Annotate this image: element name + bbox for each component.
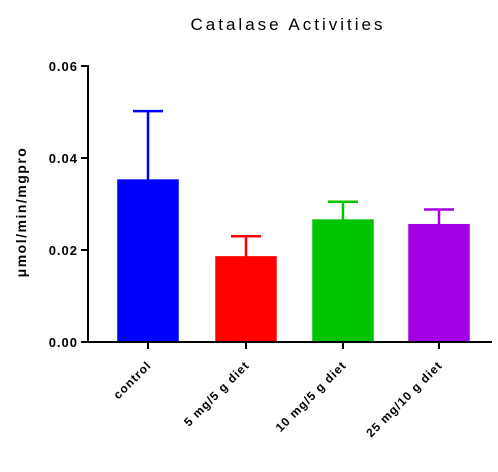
y-axis-label: μmol/min/mgpro bbox=[13, 147, 29, 278]
x-tick-label-3: 25 mg/10 g diet bbox=[363, 358, 445, 440]
y-tick-label-1: 0.02 bbox=[49, 243, 78, 258]
bar-1 bbox=[215, 256, 277, 343]
x-tick-label-1: 5 mg/5 g diet bbox=[181, 358, 252, 429]
y-tick-label-3: 0.06 bbox=[49, 59, 78, 74]
y-tick-label-0: 0.00 bbox=[49, 335, 78, 350]
x-tick-label-2: 10 mg/5 g diet bbox=[273, 358, 349, 434]
bar-2 bbox=[312, 219, 374, 343]
bar-0 bbox=[117, 179, 179, 343]
chart-title: Catalase Activities bbox=[191, 15, 386, 34]
bar-3 bbox=[408, 223, 470, 343]
bars-layer bbox=[117, 179, 470, 343]
error-bars-layer bbox=[133, 109, 454, 257]
y-tick-label-2: 0.04 bbox=[49, 151, 78, 166]
x-tick-label-0: control bbox=[111, 358, 155, 402]
